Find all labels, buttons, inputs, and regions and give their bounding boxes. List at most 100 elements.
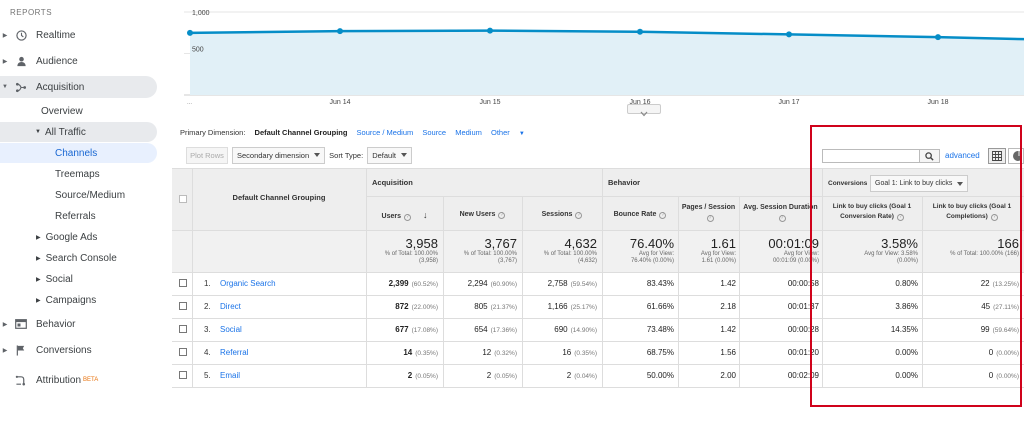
expand-icon: ▶ (2, 347, 8, 354)
nav-source-medium-label: Source/Medium (55, 189, 126, 201)
cell-comp: 22 (13.25%) (924, 279, 1019, 288)
table-row: 2. Direct 872 (22.00%) 805 (21.37%) 1,166 (25.1… (172, 295, 1024, 318)
goal-select-dropdown[interactable]: Goal 1: Link to buy clicks (870, 175, 969, 192)
nav-source-medium[interactable]: Source/Medium (55, 185, 125, 205)
row-checkbox[interactable] (179, 302, 187, 310)
channel-link[interactable]: Direct (220, 302, 241, 311)
data-point[interactable] (187, 29, 193, 36)
cell-users: 14 (0.35%) (368, 348, 438, 357)
advanced-filter-link[interactable]: advanced (945, 151, 980, 160)
behavior-icon (10, 319, 32, 329)
expand-icon: ▶ (36, 234, 41, 241)
cell-sessions-value: 2,758 (547, 279, 568, 288)
acquisition-icon (10, 82, 32, 93)
nav-social[interactable]: ▶ Social (36, 269, 73, 289)
nav-channels[interactable]: Channels (0, 143, 157, 163)
data-point[interactable] (637, 28, 643, 35)
help-icon[interactable]: ? (498, 212, 506, 219)
channel-link[interactable]: Social (220, 325, 242, 334)
data-point[interactable] (487, 27, 493, 34)
cell-comp-percent: (0.00%) (996, 350, 1019, 357)
col-sessions[interactable]: Sessions? (522, 210, 602, 220)
col-goal-completions[interactable]: Link to buy clicks (Goal 1 Completions)? (922, 202, 1022, 222)
help-icon[interactable]: ? (990, 214, 998, 221)
dimension-header[interactable]: Default Channel Grouping (232, 193, 326, 202)
help-icon[interactable]: ? (706, 215, 714, 222)
row-index: 1. (204, 279, 211, 288)
nav-campaigns[interactable]: ▶ Campaigns (36, 290, 96, 310)
col-bounce-rate[interactable]: Bounce Rate? (602, 210, 678, 220)
dimension-option-source-medium[interactable]: Source / Medium (356, 128, 414, 137)
row-checkbox[interactable] (179, 325, 187, 333)
nav-all-traffic[interactable]: ▼ All Traffic (0, 122, 157, 142)
secondary-dimension-dropdown[interactable]: Secondary dimension (232, 146, 326, 164)
total-pages-session: 1.61 Avg for View: 1.61 (0.00%) (680, 236, 736, 265)
channel-link[interactable]: Referral (220, 348, 249, 357)
chart-scroll-handle[interactable] (627, 104, 661, 117)
help-icon[interactable]: ? (659, 212, 667, 219)
total-sessions-sub: % of Total: 100.00% (543, 251, 597, 257)
table-row: 1. Organic Search 2,399 (60.52%) 2,294 (60.90… (172, 272, 1024, 295)
row-checkbox[interactable] (179, 279, 187, 287)
cell-new_users-percent: (0.32%) (494, 350, 517, 357)
nav-attribution[interactable]: Attribution BETA (0, 369, 98, 391)
nav-overview[interactable]: Overview (41, 101, 83, 121)
cell-comp-value: 45 (981, 302, 991, 311)
nav-treemaps-label: Treemaps (55, 168, 100, 180)
col-users[interactable]: Users? ↓ (366, 210, 443, 222)
select-all-checkbox[interactable] (179, 195, 187, 203)
sidebar: REPORTS ▶ Realtime ▶ Audience ▼ Acquisit… (0, 0, 172, 394)
col-pages-session[interactable]: Pages / Session? (678, 203, 739, 223)
nav-acquisition[interactable]: ▼ Acquisition (0, 76, 157, 98)
sort-type-label: Sort Type: (329, 150, 364, 160)
help-icon[interactable]: ? (575, 212, 583, 219)
row-checkbox[interactable] (179, 348, 187, 356)
cell-avg-value: 00:00:58 (787, 279, 819, 288)
cell-new_users-percent: (0.05%) (494, 373, 517, 380)
dimension-option-source[interactable]: Source (422, 128, 447, 137)
nav-behavior[interactable]: ▶ Behavior (0, 313, 76, 335)
col-goal-conversion-rate[interactable]: Link to buy clicks (Goal 1 Conversion Ra… (822, 202, 922, 222)
row-checkbox[interactable] (179, 371, 187, 379)
col-avg-session-duration[interactable]: Avg. Session Duration? (739, 203, 822, 223)
nav-conversions-label: Conversions (36, 344, 92, 356)
col-new-users[interactable]: New Users? (443, 210, 522, 220)
total-new-users-value: 3,767 (484, 236, 517, 251)
row-index: 4. (204, 348, 211, 357)
table-view-button[interactable] (988, 148, 1006, 164)
channel-link[interactable]: Organic Search (220, 279, 276, 288)
cell-bounce-value: 73.48% (646, 325, 674, 334)
dimension-option-medium[interactable]: Medium (455, 128, 482, 137)
total-completions-sub: % of Total: 100.00% (166) (950, 251, 1019, 257)
cell-users-value: 2,399 (388, 279, 409, 288)
cell-avg: 00:00:58 (741, 279, 819, 288)
nav-audience[interactable]: ▶ Audience (0, 50, 78, 72)
nav-realtime[interactable]: ▶ Realtime (0, 24, 76, 46)
help-icon[interactable]: ? (778, 215, 786, 222)
sort-type-dropdown[interactable]: Default (367, 146, 412, 164)
dimension-option-other[interactable]: Other ▼ (491, 128, 532, 137)
nav-search-console[interactable]: ▶ Search Console (36, 248, 117, 268)
data-point[interactable] (786, 31, 792, 38)
chevron-down-icon (640, 111, 648, 117)
cell-sessions-percent: (0.04%) (574, 373, 597, 380)
cell-conv-value: 0.00% (895, 348, 918, 357)
cell-sessions: 2 (0.04%) (524, 371, 597, 380)
cell-avg-value: 00:02:09 (787, 371, 819, 380)
row-index: 2. (204, 302, 211, 311)
nav-google-ads[interactable]: ▶ Google Ads (36, 227, 97, 247)
data-point[interactable] (935, 34, 941, 41)
nav-conversions[interactable]: ▶ Conversions (0, 339, 92, 361)
search-button[interactable] (920, 149, 940, 163)
channel-link[interactable]: Email (220, 371, 241, 380)
cell-bounce-value: 61.66% (646, 302, 674, 311)
help-icon[interactable]: ? (896, 214, 904, 221)
nav-treemaps[interactable]: Treemaps (55, 164, 100, 184)
nav-referrals[interactable]: Referrals (55, 206, 96, 226)
help-icon[interactable]: ? (403, 214, 411, 221)
plot-rows-button[interactable]: Plot Rows (186, 146, 228, 164)
cell-pages: 2.00 (680, 371, 736, 380)
table-search-input[interactable] (822, 149, 920, 163)
data-point[interactable] (337, 28, 343, 35)
total-new-users: 3,767 % of Total: 100.00% (3,767) (445, 236, 517, 265)
